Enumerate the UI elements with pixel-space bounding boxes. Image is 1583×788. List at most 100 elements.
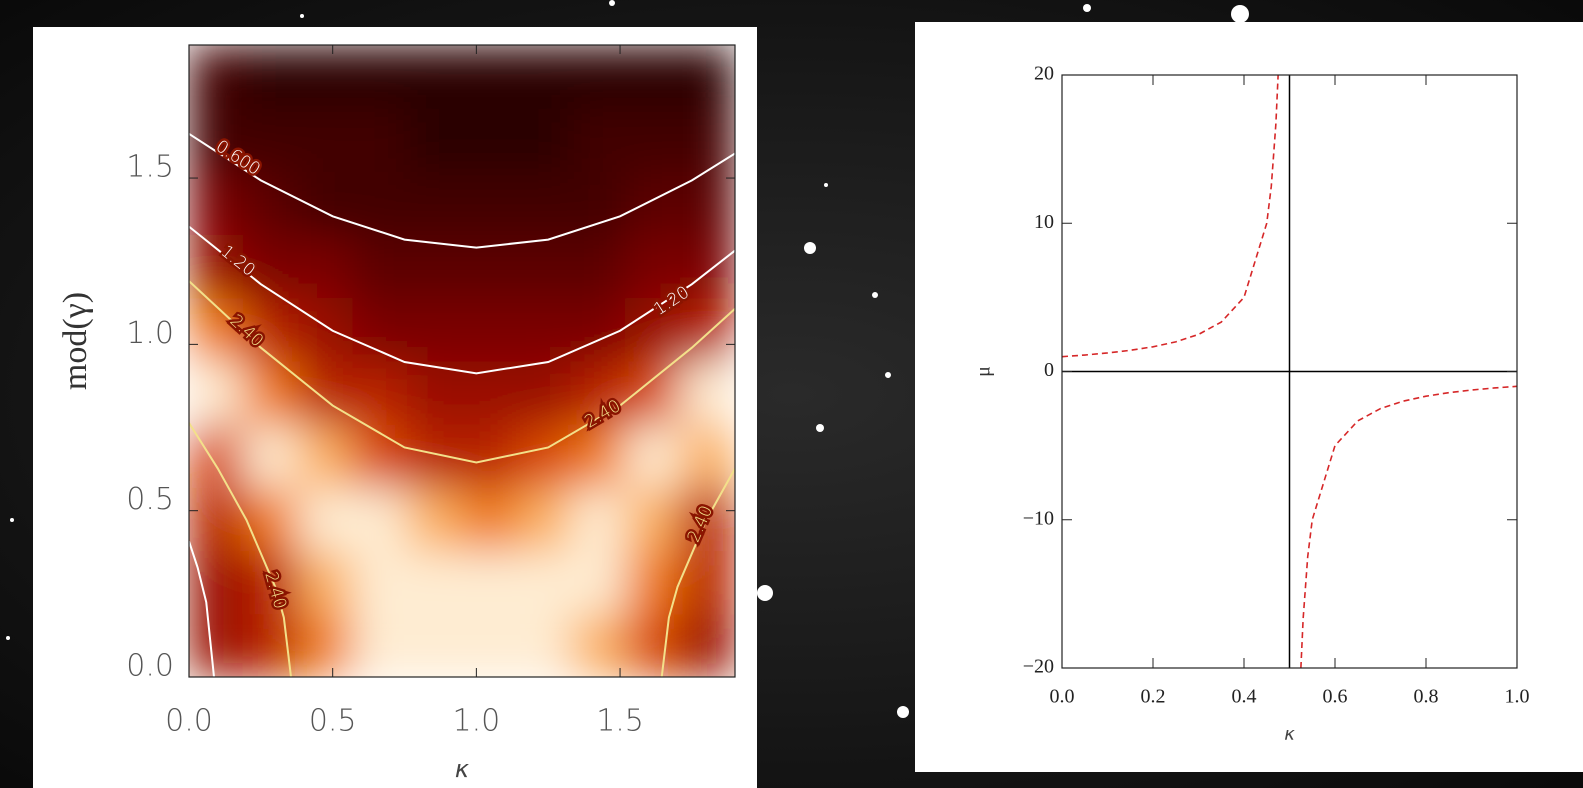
heat-cell: [516, 108, 572, 172]
y-tick-label: 0.0: [126, 649, 174, 684]
heat-cell: [680, 361, 736, 425]
heat-cell: [571, 613, 627, 677]
heat-cell: [680, 45, 736, 109]
heat-cell: [680, 108, 736, 172]
x-tick-label: 1.5: [596, 704, 644, 739]
heat-cell: [189, 171, 245, 235]
heat-cell: [516, 361, 572, 425]
x-axis-title: κ: [1284, 724, 1295, 745]
x-tick-label: 0.8: [1414, 686, 1439, 708]
x-tick-label: 0.5: [309, 704, 357, 739]
x-tick-label: 0.0: [165, 704, 213, 739]
x-tick-label: 1.0: [453, 704, 501, 739]
heat-cell: [298, 550, 354, 614]
y-axis-title: μ: [973, 366, 995, 377]
heat-cell: [462, 613, 518, 677]
heat-cell: [407, 171, 463, 235]
heat-cell: [298, 297, 354, 361]
heat-cell: [516, 234, 572, 298]
heat-cell: [189, 45, 245, 109]
heat-cell: [352, 550, 408, 614]
heat-cell: [625, 361, 681, 425]
heat-cell: [571, 424, 627, 488]
heat-cell: [516, 613, 572, 677]
heat-cell: [516, 45, 572, 109]
heat-cell: [298, 613, 354, 677]
heat-cell: [462, 550, 518, 614]
heat-cell: [352, 487, 408, 551]
heat-cell: [243, 45, 299, 109]
heat-cell: [571, 171, 627, 235]
heat-cell: [680, 424, 736, 488]
heat-cell: [352, 613, 408, 677]
heat-cell: [571, 297, 627, 361]
heat-cell: [407, 108, 463, 172]
heat-cell: [625, 424, 681, 488]
heat-cell: [407, 487, 463, 551]
heat-cell: [298, 234, 354, 298]
heat-cell: [625, 108, 681, 172]
heat-cell: [189, 424, 245, 488]
heat-cell: [516, 424, 572, 488]
heat-cell: [462, 45, 518, 109]
heat-cell: [189, 361, 245, 425]
heat-cell: [243, 487, 299, 551]
y-tick-label: 20: [1034, 63, 1054, 85]
heat-cell: [407, 45, 463, 109]
y-tick-label: 0: [1044, 359, 1054, 381]
heat-cell: [625, 613, 681, 677]
y-axis-title: mod(γ): [57, 292, 94, 390]
heat-cell: [352, 108, 408, 172]
heat-cell: [625, 171, 681, 235]
heat-cell: [298, 108, 354, 172]
heat-cell: [298, 361, 354, 425]
y-tick-label: 10: [1034, 211, 1054, 233]
heat-cell: [516, 297, 572, 361]
heat-cell: [407, 550, 463, 614]
heat-cell: [680, 613, 736, 677]
x-tick-label: 0.0: [1050, 686, 1075, 708]
heat-cell: [571, 234, 627, 298]
heat-cell: [298, 45, 354, 109]
y-tick-label: 0.5: [126, 482, 174, 517]
heat-cell: [571, 45, 627, 109]
x-axis-title: κ: [455, 755, 470, 783]
heat-cell: [462, 171, 518, 235]
figure: 0.6001.201.202.402.402.402.400.00.51.01.…: [0, 0, 1583, 788]
heat-cell: [298, 487, 354, 551]
x-tick-label: 1.0: [1505, 686, 1530, 708]
heat-cell: [571, 550, 627, 614]
heat-cell: [571, 108, 627, 172]
x-tick-label: 0.2: [1141, 686, 1166, 708]
heat-cell: [407, 424, 463, 488]
heat-cell: [407, 297, 463, 361]
heat-cell: [243, 424, 299, 488]
heat-cell: [189, 487, 245, 551]
heat-cell: [516, 171, 572, 235]
heat-cell: [462, 297, 518, 361]
heat-cell: [189, 613, 245, 677]
y-tick-label: −20: [1023, 656, 1054, 678]
y-tick-label: 1.0: [126, 316, 174, 351]
heat-cell: [189, 550, 245, 614]
heat-cell: [680, 171, 736, 235]
y-tick-label: 1.5: [126, 150, 174, 185]
right-panel: [915, 22, 1583, 772]
heat-cell: [571, 487, 627, 551]
heat-cell: [352, 361, 408, 425]
page: 0.6001.201.202.402.402.402.400.00.51.01.…: [0, 0, 1583, 788]
x-tick-label: 0.4: [1232, 686, 1257, 708]
heat-cell: [462, 361, 518, 425]
heat-cell: [407, 613, 463, 677]
heat-cell: [625, 45, 681, 109]
heat-cell: [243, 361, 299, 425]
heat-cell: [516, 550, 572, 614]
heat-cell: [243, 171, 299, 235]
heat-cell: [625, 487, 681, 551]
heat-cell: [352, 45, 408, 109]
heat-cell: [352, 234, 408, 298]
heat-cell: [680, 234, 736, 298]
heat-cell: [516, 487, 572, 551]
heat-cell: [462, 108, 518, 172]
heat-cell: [462, 487, 518, 551]
